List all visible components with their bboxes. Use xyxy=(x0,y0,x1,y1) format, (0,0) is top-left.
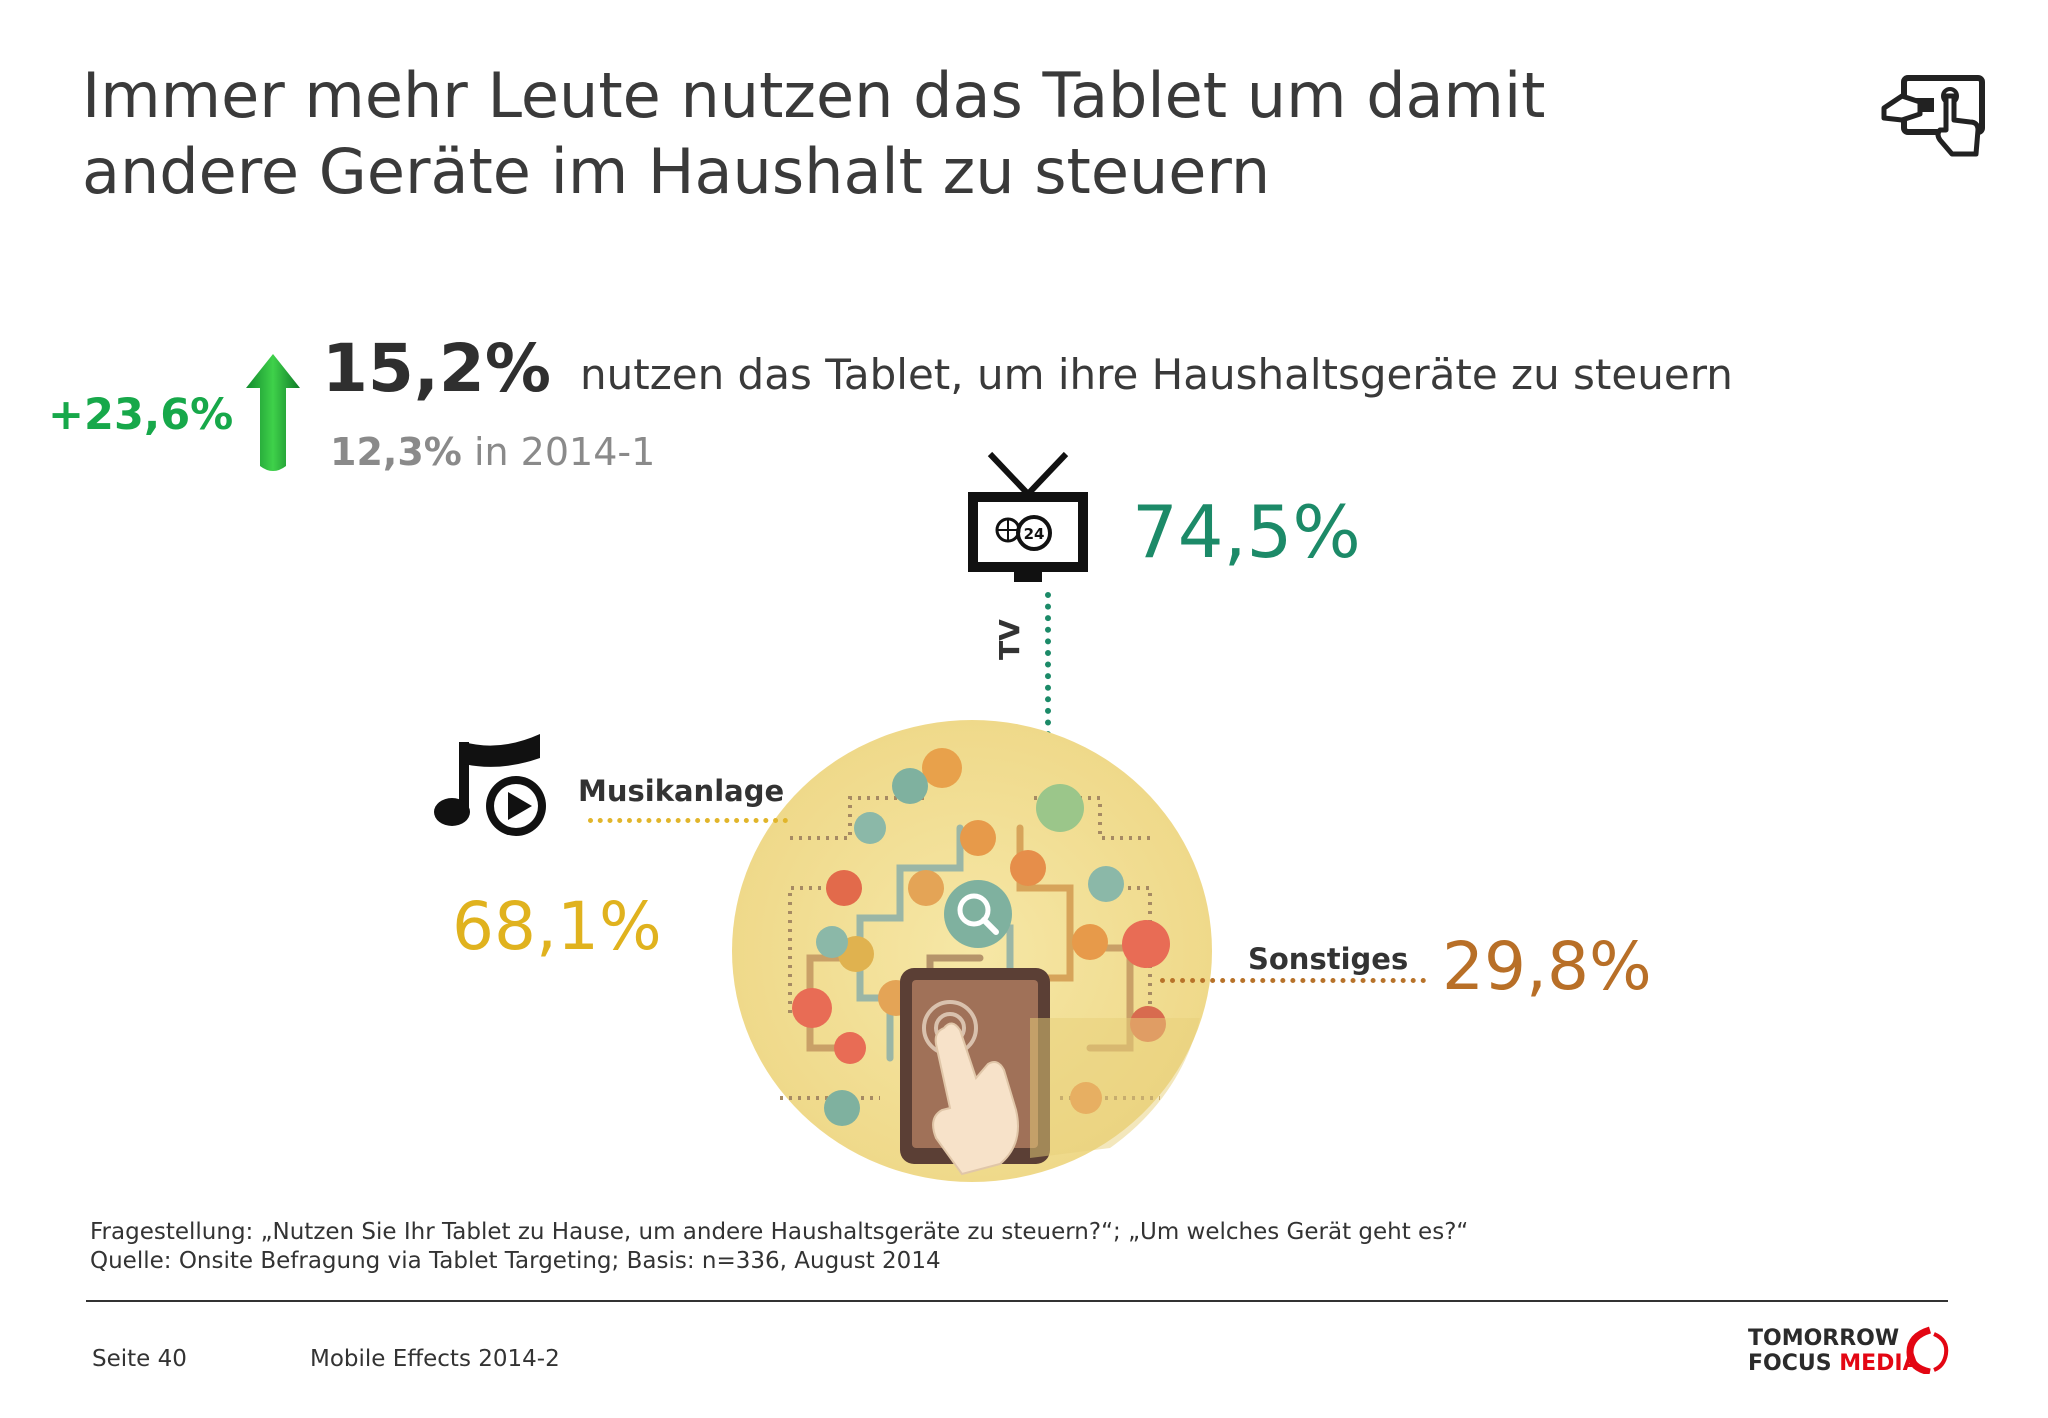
title-line-1: Immer mehr Leute nutzen das Tablet um da… xyxy=(82,59,1546,132)
tv-percent: 74,5% xyxy=(1132,490,1361,574)
footnote-source: Quelle: Onsite Befragung via Tablet Targ… xyxy=(90,1248,941,1274)
tv-label: TV xyxy=(993,619,1026,660)
tv-icon: 24 xyxy=(968,451,1088,582)
report-name: Mobile Effects 2014-2 xyxy=(310,1346,560,1372)
logo-focus: FOCUS xyxy=(1748,1351,1840,1376)
logo-line-1: TOMORROW xyxy=(1748,1326,1900,1351)
music-label: Musikanlage xyxy=(578,774,785,808)
page-number: Seite 40 xyxy=(92,1346,187,1372)
headline-text: nutzen das Tablet, um ihre Haushaltsgerä… xyxy=(580,350,1733,399)
tv-connector xyxy=(1045,592,1051,772)
other-connector xyxy=(1160,978,1426,983)
previous-value: 12,3% in 2014-1 xyxy=(330,430,655,474)
tomorrow-focus-media-logo: TOMORROW FOCUS MEDIA xyxy=(1748,1326,1954,1376)
title-line-2: andere Geräte im Haushalt zu steuern xyxy=(82,135,1271,208)
logo-mark-icon xyxy=(1906,1326,1949,1374)
smart-home-circle-illustration xyxy=(732,720,1212,1182)
music-note-play-icon xyxy=(434,734,546,836)
other-percent: 29,8% xyxy=(1442,928,1652,1005)
other-label: Sonstiges xyxy=(1248,942,1409,976)
footer-divider xyxy=(86,1300,1948,1302)
logo-media: MEDIA xyxy=(1839,1351,1920,1376)
logo-line-2: FOCUS MEDIA xyxy=(1748,1351,1920,1376)
growth-percent: +23,6% xyxy=(48,390,234,440)
page-title: Immer mehr Leute nutzen das Tablet um da… xyxy=(82,58,1782,210)
tablet-touch-icon xyxy=(1881,75,1985,157)
tv-badge: 24 xyxy=(1024,525,1045,543)
music-connector xyxy=(588,818,788,823)
footnote: Fragestellung: „Nutzen Sie Ihr Tablet zu… xyxy=(90,1218,1468,1276)
headline-value: 15,2% xyxy=(322,330,551,407)
previous-percent: 12,3% xyxy=(330,430,462,474)
footnote-question: Fragestellung: „Nutzen Sie Ihr Tablet zu… xyxy=(90,1219,1469,1245)
growth-arrow-icon xyxy=(246,354,300,471)
previous-label: in 2014-1 xyxy=(473,430,656,474)
music-percent: 68,1% xyxy=(452,888,662,965)
